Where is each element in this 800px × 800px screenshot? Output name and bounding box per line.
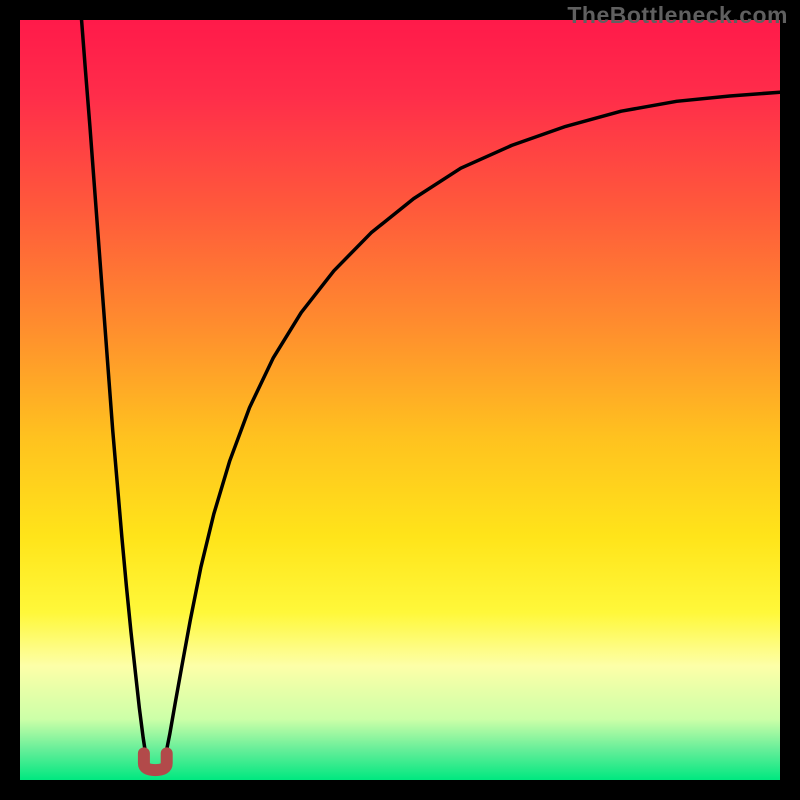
- chart-frame: TheBottleneck.com: [0, 0, 800, 800]
- bottleneck-chart: [20, 20, 780, 780]
- watermark-text: TheBottleneck.com: [567, 2, 788, 29]
